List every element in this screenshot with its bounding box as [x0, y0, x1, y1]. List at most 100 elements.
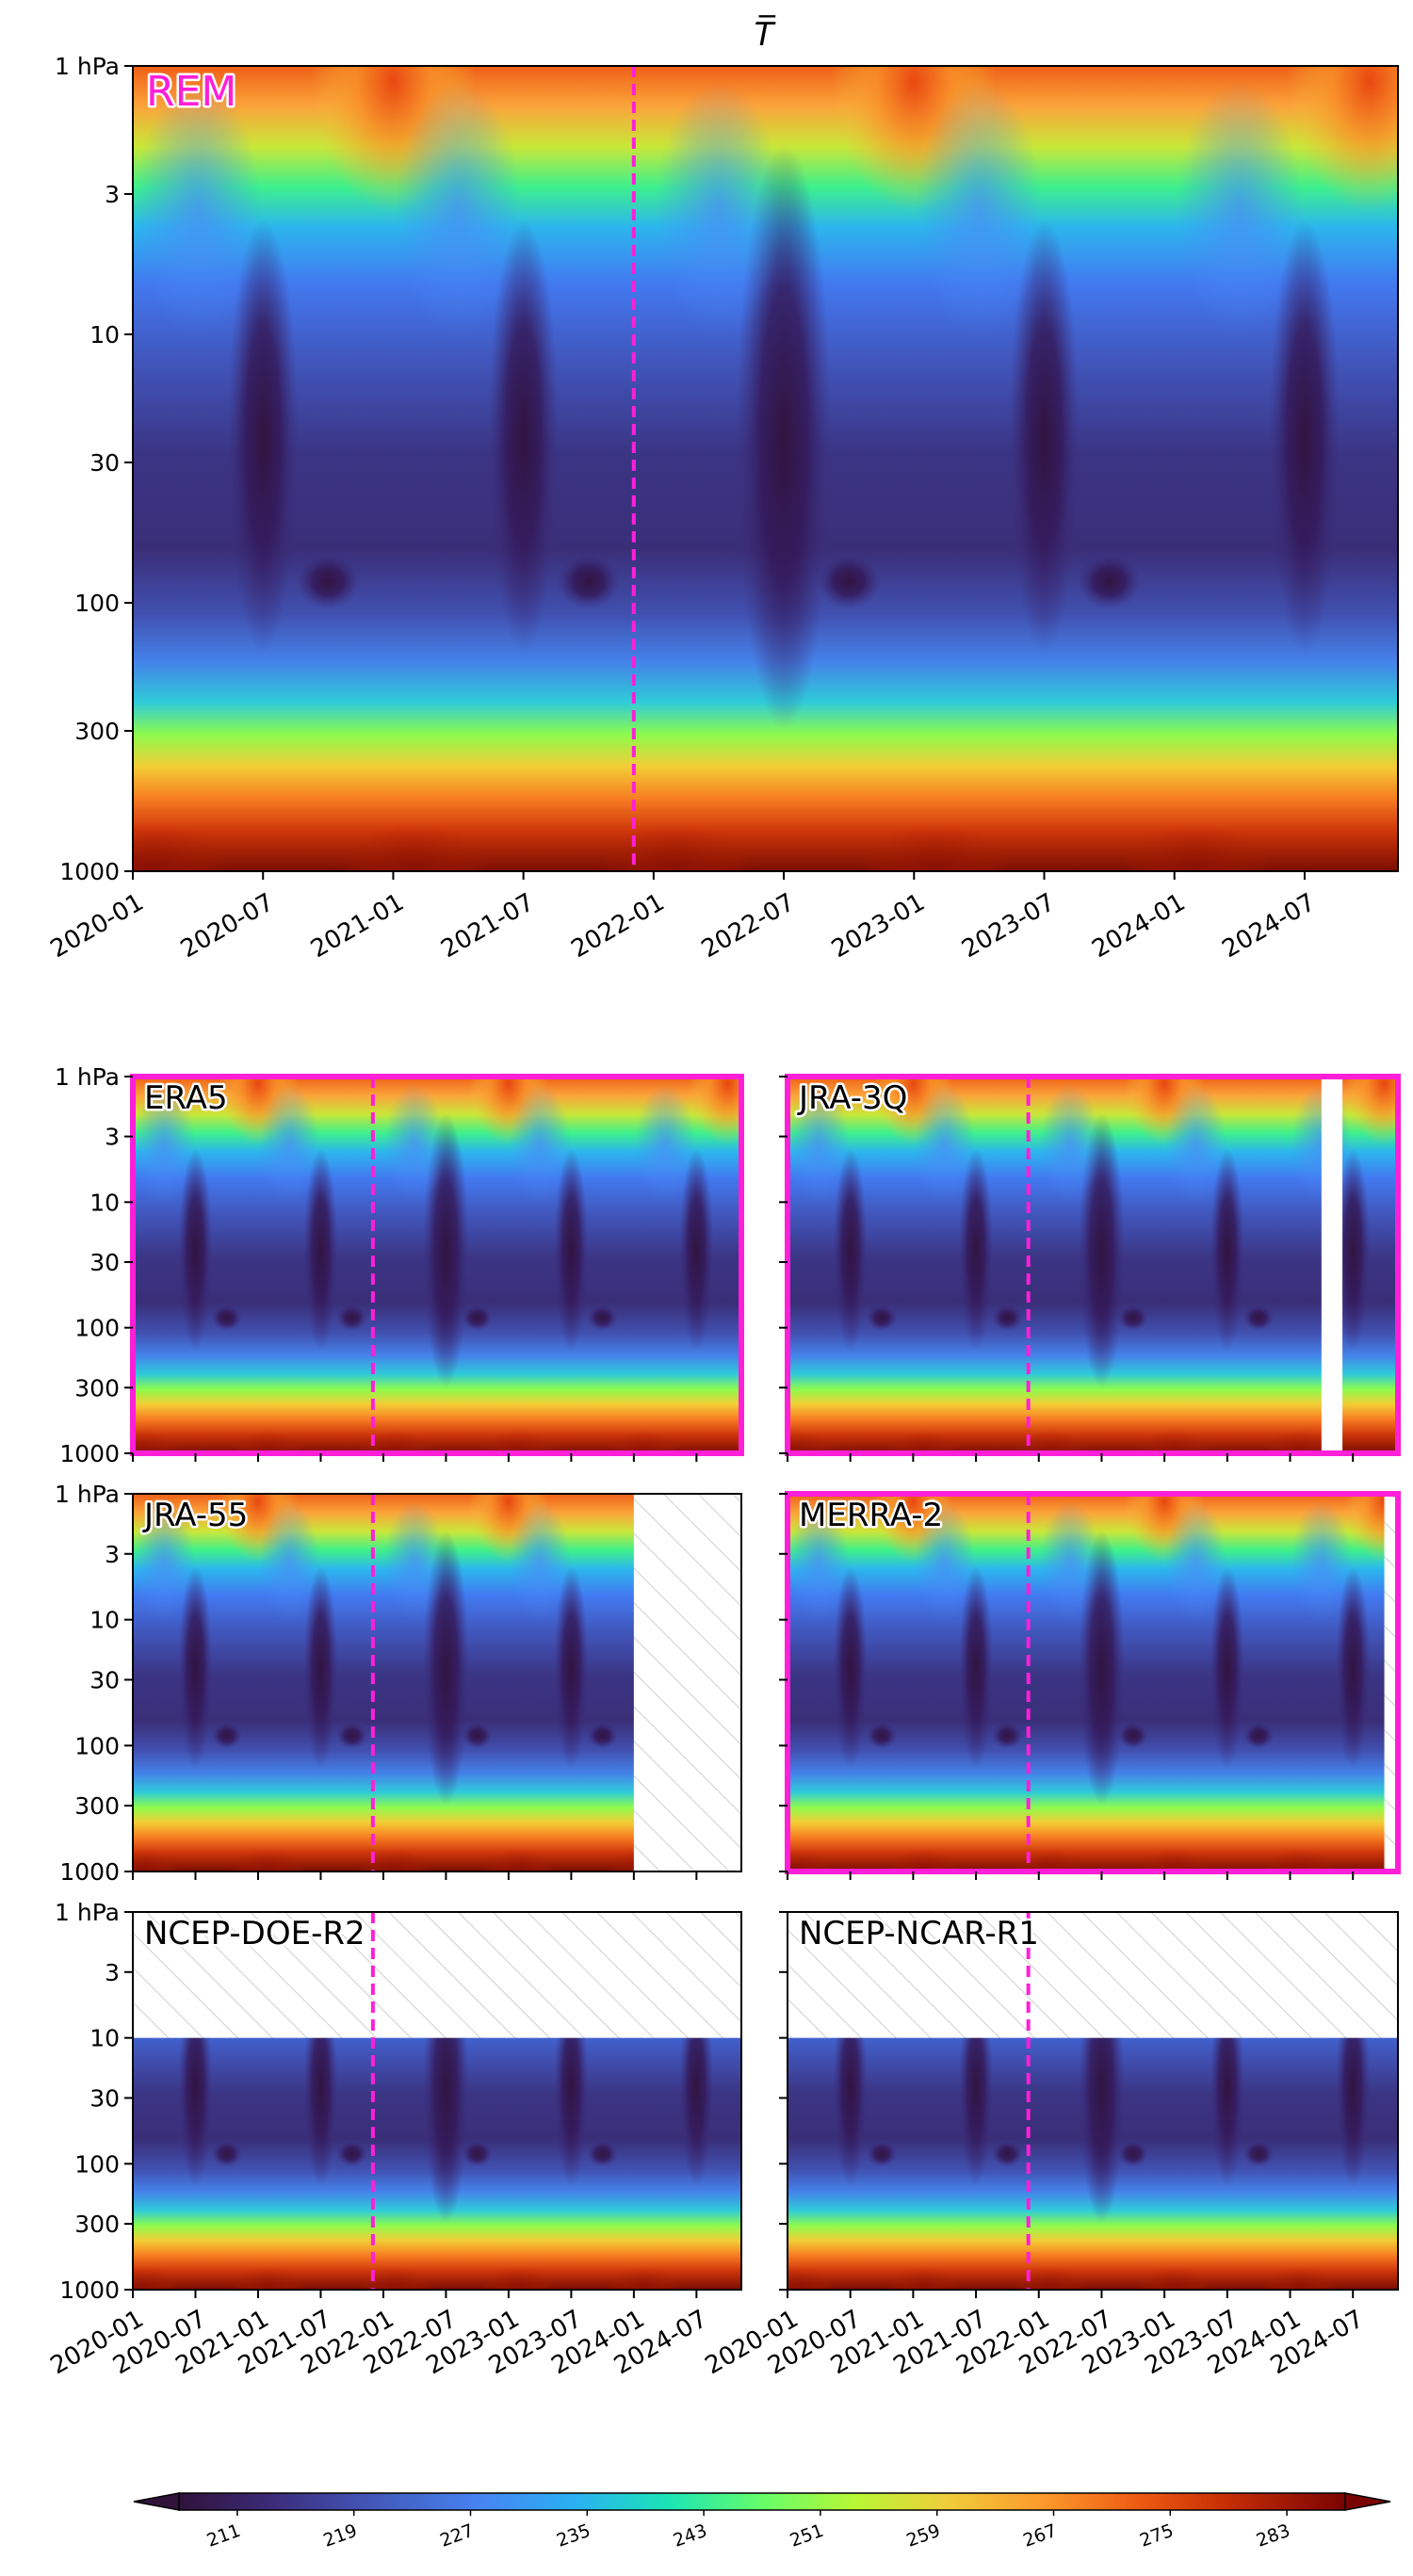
- surface-warm: [1263, 1848, 1338, 1871]
- panel-label: JRA-3Q: [797, 1079, 907, 1117]
- surface-warm: [1263, 2266, 1338, 2290]
- surface-warm: [232, 1848, 305, 1871]
- tropopause-cold: [866, 1304, 898, 1331]
- warm-feature: [1287, 66, 1398, 211]
- surface-warm: [232, 2266, 305, 2290]
- cool-feature: [1291, 1501, 1353, 1623]
- y-tick-label: 100: [74, 1315, 120, 1342]
- y-tick-label: 10: [89, 1607, 120, 1634]
- surface-warm: [232, 1431, 305, 1453]
- cool-feature: [914, 1501, 976, 1623]
- surface-warm: [482, 1848, 556, 1871]
- colorbar-tick-label: 235: [554, 2520, 593, 2552]
- missing-data: [1384, 1494, 1398, 1871]
- surface-warm: [599, 822, 752, 871]
- y-tick-label: 300: [74, 2211, 120, 2238]
- tropopause-cold: [866, 1722, 898, 1749]
- tropopause-cold: [992, 1304, 1023, 1331]
- x-tick-label: 2021-01: [306, 888, 409, 964]
- tropopause-cold: [1117, 1304, 1148, 1331]
- panel-frame: [785, 1074, 1401, 1456]
- x-tick-label: 2021-07: [436, 888, 539, 964]
- x-tick-label: 2020-07: [176, 888, 279, 964]
- panel-rem: 1 hPa 3 10 30 100 300 1000 2020-01 2020-07 2021-0…: [46, 53, 1399, 964]
- panel-frame: [785, 1491, 1401, 1874]
- surface-warm: [133, 2266, 180, 2290]
- surface-warm: [357, 2266, 430, 2290]
- cool-feature: [1165, 1084, 1226, 1205]
- cold-feature: [1269, 219, 1340, 655]
- cool-feature: [134, 82, 262, 340]
- y-tick-label: 3: [105, 1959, 120, 1986]
- cold-feature: [554, 1148, 589, 1352]
- y-tick-label: 100: [74, 2150, 120, 2178]
- cool-feature: [133, 1084, 195, 1205]
- warm-feature: [1344, 1077, 1398, 1144]
- surface-warm: [1138, 2266, 1212, 2290]
- panel-label: ERA5: [144, 1079, 228, 1117]
- tropopause-cold: [336, 1304, 367, 1331]
- y-tick-label: 3: [105, 1541, 120, 1568]
- panel-label: MERRA-2: [799, 1497, 943, 1534]
- surface-warm: [788, 2266, 835, 2290]
- surface-warm: [1138, 1431, 1212, 1453]
- surface-warm: [608, 1431, 681, 1453]
- y-tick-label: 1 hPa: [55, 1899, 120, 1926]
- y-tick-label: 30: [89, 1666, 120, 1693]
- tropopause-cold: [587, 1722, 618, 1749]
- colorbar-tick-label: 267: [1020, 2520, 1060, 2552]
- y-tick-label: 300: [74, 718, 120, 745]
- panel-jra-55: 1 hPa 3 10 30 100 300 1000 JRA-55: [55, 1481, 742, 1886]
- cold-feature: [1210, 1565, 1244, 1770]
- temperature-field: [788, 1494, 1398, 1871]
- panel-jra-3q: JRA-3Q: [779, 1074, 1401, 1462]
- y-tick-label: 10: [89, 2025, 120, 2052]
- y-tick-label: 1 hPa: [55, 53, 120, 80]
- tropopause-cold: [211, 2140, 242, 2167]
- surface-warm: [1013, 2266, 1086, 2290]
- cold-feature: [833, 1148, 868, 1352]
- temperature-field: [788, 1077, 1398, 1453]
- panel-frame: [132, 65, 1399, 872]
- cool-feature: [788, 1084, 850, 1205]
- y-tick-label: 3: [105, 1124, 120, 1151]
- tropopause-cold: [1242, 2140, 1275, 2167]
- tropopause-cold: [817, 553, 881, 610]
- colorbar: 211 219 227 235 243 251 259 267 275 283: [133, 2492, 1391, 2552]
- panel-label: NCEP-DOE-R2: [144, 1915, 365, 1952]
- tropopause-cold: [211, 1722, 242, 1749]
- cool-feature: [634, 1084, 696, 1205]
- tropopause-cold: [1117, 2140, 1148, 2167]
- missing-data: [788, 1912, 1398, 2038]
- y-tick-label: 300: [74, 1792, 120, 1820]
- panel-frame: [787, 1911, 1399, 2291]
- y-tick-label: 30: [89, 449, 120, 477]
- tropopause-cold: [336, 1722, 367, 1749]
- surface-warm: [133, 822, 231, 871]
- surface-warm: [859, 822, 1012, 871]
- colorbar-extend-high: [1344, 2492, 1391, 2511]
- cool-feature: [1176, 82, 1303, 340]
- temperature-field: [133, 66, 1398, 871]
- tropopause-cold: [587, 2140, 618, 2167]
- tropopause-cold: [1117, 1722, 1148, 1749]
- y-tick-label: 1000: [59, 1858, 120, 1886]
- surface-warm: [1013, 1848, 1086, 1871]
- y-tick-label: 1 hPa: [55, 1063, 120, 1091]
- colorbar-tick-label: 227: [437, 2520, 477, 2552]
- surface-warm: [1013, 1431, 1086, 1453]
- surface-warm: [1120, 822, 1273, 871]
- surface-warm: [886, 2266, 961, 2290]
- cool-feature: [395, 82, 522, 340]
- y-tick-label: 30: [89, 1249, 120, 1276]
- x-tick-label: 2022-01: [566, 888, 669, 964]
- colorbar-tick-label: 219: [320, 2520, 360, 2552]
- cool-feature: [1039, 1084, 1101, 1205]
- y-tick-label: 10: [89, 1189, 120, 1216]
- colorbar-tick-label: 211: [204, 2520, 244, 2552]
- cold-feature: [833, 1565, 868, 1770]
- warm-feature: [688, 1077, 741, 1144]
- cold-feature: [958, 1148, 994, 1352]
- tropopause-cold: [336, 2140, 367, 2167]
